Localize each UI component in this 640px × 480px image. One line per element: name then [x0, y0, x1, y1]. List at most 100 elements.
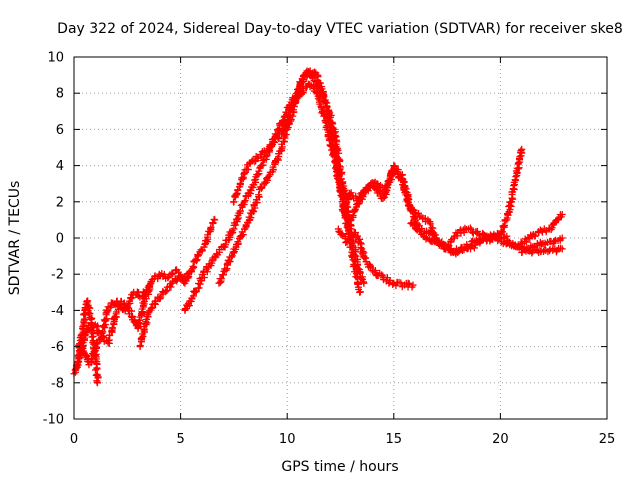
data-point	[254, 154, 262, 162]
data-point	[331, 136, 339, 144]
data-point	[558, 234, 566, 242]
data-point	[80, 310, 88, 318]
data-point	[222, 266, 230, 274]
y-tick-label: 6	[56, 123, 64, 138]
data-point	[74, 352, 82, 360]
data-point	[127, 312, 135, 320]
data-point	[409, 281, 417, 289]
data-point	[327, 113, 335, 121]
data-point	[335, 149, 343, 157]
data-point	[466, 224, 474, 232]
data-point	[284, 117, 292, 125]
data-point	[255, 191, 263, 199]
data-point	[329, 124, 337, 132]
data-point	[441, 242, 449, 250]
x-tick-label: 0	[70, 432, 78, 447]
data-point	[324, 117, 332, 125]
x-tick-label: 20	[492, 432, 509, 447]
data-point	[287, 105, 295, 113]
data-point	[239, 175, 247, 183]
data-point	[426, 220, 434, 228]
data-point	[236, 207, 244, 215]
data-point	[342, 212, 350, 220]
data-point	[530, 243, 538, 251]
data-point	[147, 304, 155, 312]
series-track-14	[518, 234, 566, 256]
y-tick-label: 8	[56, 87, 64, 102]
data-point	[211, 216, 219, 224]
data-point	[94, 373, 102, 381]
data-point	[531, 232, 539, 240]
data-point	[180, 274, 188, 282]
data-point	[352, 192, 360, 200]
y-tick-label: 2	[56, 195, 64, 210]
data-point	[99, 328, 107, 336]
series-track-7	[230, 67, 355, 233]
data-point	[202, 237, 210, 245]
series-track-8	[334, 225, 417, 291]
data-point	[234, 186, 242, 194]
x-tick-label: 5	[176, 432, 184, 447]
data-point	[139, 332, 147, 340]
data-point	[410, 215, 418, 223]
data-point	[340, 188, 348, 196]
x-axis-label: GPS time / hours	[281, 459, 398, 475]
y-axis-label: SDTVAR / TECUs	[7, 181, 23, 296]
data-point	[470, 244, 478, 252]
data-point	[192, 257, 200, 265]
data-point	[274, 134, 282, 142]
y-tick-label: -2	[51, 268, 64, 283]
x-tick-label: 25	[599, 432, 616, 447]
x-tick-label: 15	[386, 432, 403, 447]
data-point	[236, 179, 244, 187]
data-point	[203, 268, 211, 276]
data-point	[403, 188, 411, 196]
series-track-11	[407, 219, 566, 257]
data-point	[315, 98, 323, 106]
y-tick-label: -4	[51, 304, 64, 319]
data-point	[466, 242, 474, 250]
data-point	[108, 324, 116, 332]
chart-title: Day 322 of 2024, Sidereal Day-to-day VTE…	[57, 21, 623, 37]
data-point	[516, 153, 524, 161]
data-point	[270, 138, 278, 146]
series-track-10	[347, 165, 511, 258]
data-point	[363, 185, 371, 193]
axes: 0 5 10 15 20 25 -10 -8 -6 -4 -2 0 2 4 6 8 10	[43, 51, 616, 448]
y-tick-label: -10	[43, 413, 64, 428]
data-point	[183, 270, 191, 278]
data-point	[517, 147, 525, 155]
data-point	[434, 240, 442, 248]
data-point	[386, 276, 394, 284]
data-point	[232, 190, 240, 198]
data-point	[168, 279, 176, 287]
data-point	[410, 221, 418, 229]
data-point	[415, 226, 423, 234]
data-point	[370, 179, 378, 187]
data-marks	[70, 67, 566, 387]
data-point	[254, 171, 262, 179]
data-point	[120, 299, 128, 307]
data-point	[354, 279, 362, 287]
data-point	[91, 366, 99, 374]
data-point	[361, 255, 369, 263]
data-point	[208, 259, 216, 267]
data-point	[252, 176, 260, 184]
data-point	[349, 211, 357, 219]
data-point	[558, 245, 566, 253]
data-point	[88, 320, 96, 328]
data-point	[368, 180, 376, 188]
series-track-5	[181, 80, 364, 314]
y-tick-label: -6	[51, 340, 64, 355]
data-point	[451, 249, 459, 257]
data-point	[486, 231, 494, 239]
data-point	[558, 210, 566, 218]
y-tick-label: 10	[47, 51, 64, 66]
data-point	[391, 166, 399, 174]
data-point	[230, 198, 238, 206]
data-point	[504, 237, 512, 245]
data-point	[189, 262, 197, 270]
data-point	[337, 175, 345, 183]
data-point	[522, 238, 530, 246]
data-point	[152, 297, 160, 305]
